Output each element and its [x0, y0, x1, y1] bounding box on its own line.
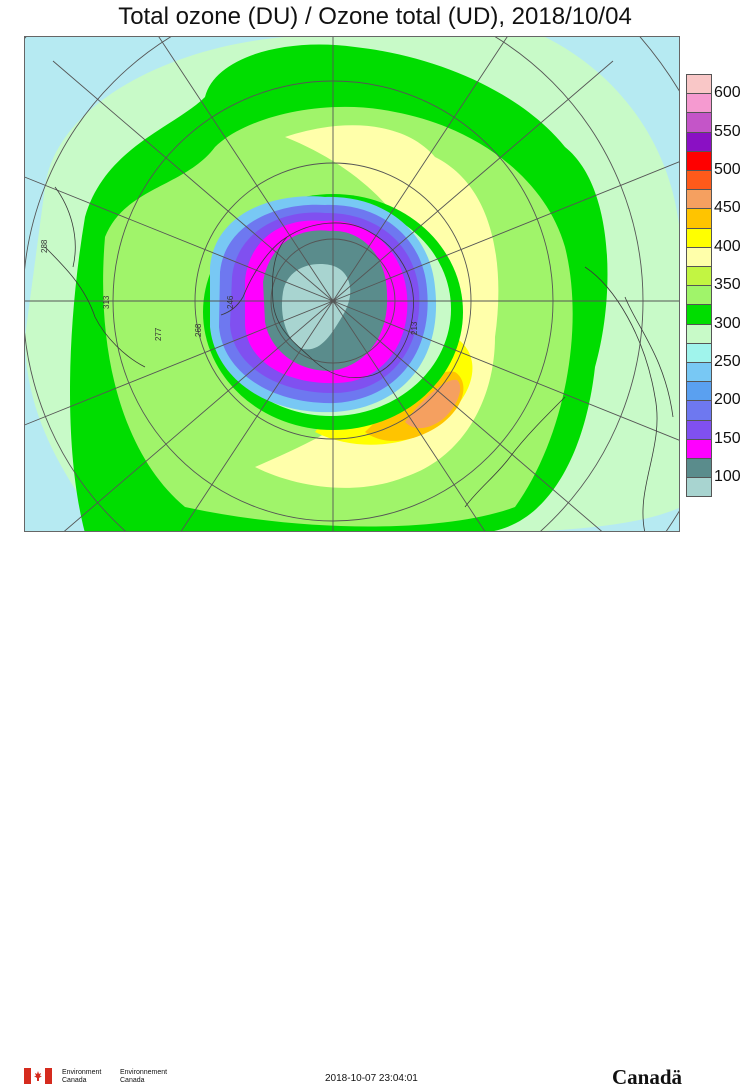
legend-swatch	[686, 74, 712, 95]
dept-name-fr-line1: Environnement	[120, 1069, 168, 1076]
legend-swatch	[686, 400, 712, 421]
footer: Environment Canada Environnement Canada …	[0, 532, 750, 1089]
legend-swatch	[686, 342, 712, 363]
canada-flag-icon	[24, 1068, 52, 1084]
ozone-band-yellow-north	[451, 224, 484, 282]
legend-label: 200	[714, 391, 741, 409]
legend-label: 600	[714, 84, 741, 102]
coastlines	[44, 186, 674, 531]
legend-swatch	[686, 131, 712, 152]
station-label: 313	[102, 295, 111, 309]
legend-label: 450	[714, 199, 741, 217]
legend-swatch	[686, 227, 712, 248]
legend-label: 150	[714, 429, 741, 447]
station-label: 277	[154, 327, 163, 341]
legend-swatch	[686, 150, 712, 171]
station-label: 213	[410, 321, 419, 335]
legend-swatch	[686, 362, 712, 383]
dept-name-en-line2: Canada	[62, 1077, 87, 1084]
legend-swatch	[686, 458, 712, 479]
legend-swatch	[686, 246, 712, 267]
legend-swatch	[686, 93, 712, 114]
graticule	[25, 37, 679, 531]
legend-swatch	[686, 304, 712, 325]
legend-swatch	[686, 477, 712, 498]
legend-swatch	[686, 285, 712, 306]
generation-timestamp: 2018-10-07 23:04:01	[325, 1073, 418, 1084]
map-title: Total ozone (DU) / Ozone total (UD), 201…	[118, 3, 632, 30]
legend-label: 300	[714, 314, 741, 332]
legend-swatch	[686, 208, 712, 229]
legend-swatch	[686, 323, 712, 344]
legend-swatch	[686, 266, 712, 287]
canada-wordmark: Canadä	[612, 1065, 683, 1089]
ozone-band-peach	[405, 379, 461, 429]
legend-label: 250	[714, 353, 741, 370]
legend-swatch	[686, 438, 712, 459]
legend-label: 500	[714, 161, 741, 178]
legend-swatch	[686, 381, 712, 402]
station-label: 288	[40, 239, 49, 253]
dept-name-fr-line2: Canada	[120, 1077, 145, 1084]
legend-swatch	[686, 112, 712, 133]
legend-label: 100	[714, 468, 741, 486]
legend-swatch	[686, 419, 712, 440]
ozone-map-canvas: 288 313 277 268 246 213	[25, 37, 679, 531]
legend-label: 400	[714, 237, 741, 255]
legend: 600 550 500 450 400 350 300 250 200 150 100	[686, 74, 750, 498]
legend-label: 550	[714, 122, 741, 140]
station-label: 246	[226, 295, 235, 309]
dept-name-en-line1: Environment	[62, 1069, 102, 1076]
station-label: 268	[194, 323, 203, 337]
ozone-map: 288 313 277 268 246 213	[24, 36, 680, 532]
legend-swatch	[686, 189, 712, 210]
legend-label: 350	[714, 276, 741, 294]
legend-swatch	[686, 170, 712, 191]
